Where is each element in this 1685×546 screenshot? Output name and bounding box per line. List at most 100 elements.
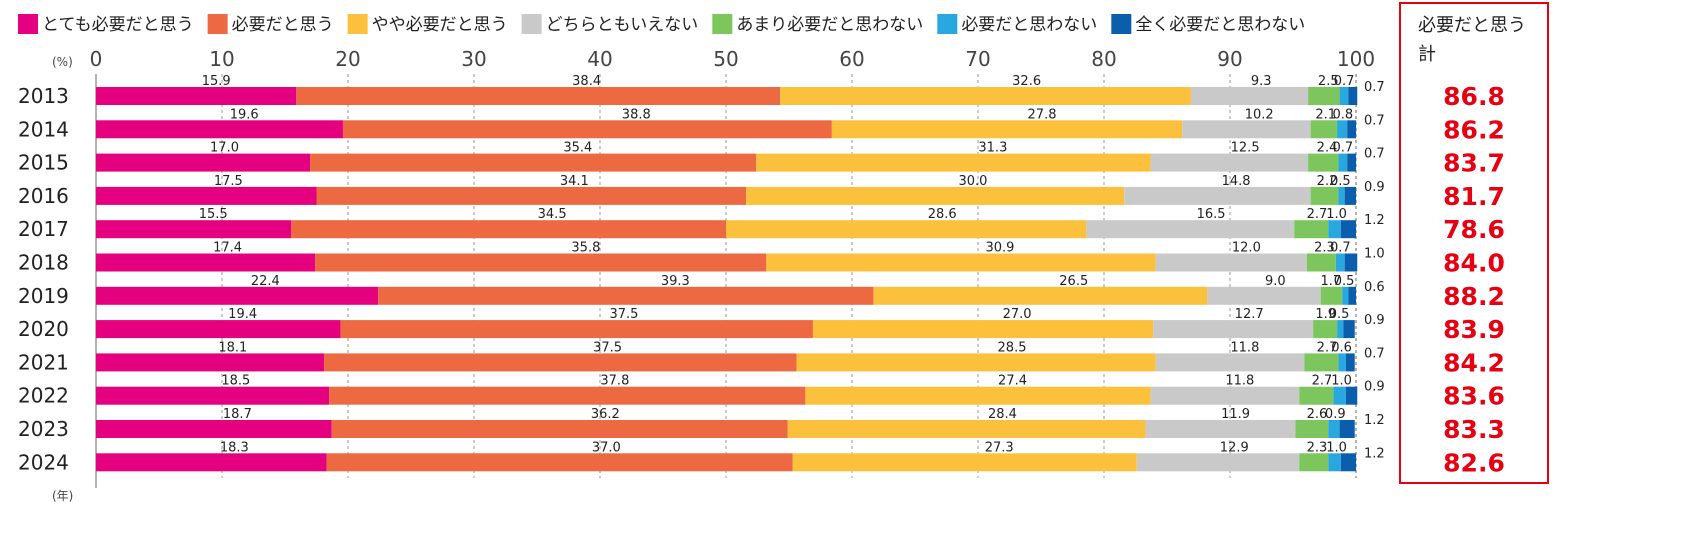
bar-2013-series-2	[296, 87, 781, 105]
year-label-2017: 2017	[18, 217, 69, 241]
value-label-2023-series-4: 11.9	[1221, 407, 1250, 422]
legend-swatch-5	[712, 14, 733, 34]
value-label-2015-series-5: 2.4	[1317, 141, 1338, 156]
bar-2015-series-1	[96, 153, 311, 172]
bar-2013-series-6	[1339, 87, 1349, 105]
value-label-2022-series-7: 0.9	[1364, 380, 1385, 395]
legend-swatch-3	[347, 14, 368, 34]
value-label-2015-series-3: 31.3	[978, 141, 1007, 156]
x-tick-label-70: 70	[965, 47, 990, 71]
legend-label-4: どちらともいえない	[546, 15, 699, 35]
value-label-2019-series-6: 0.5	[1334, 274, 1355, 289]
year-label-2023: 2023	[18, 417, 69, 441]
year-label-2018: 2018	[18, 251, 69, 275]
bar-2015-series-3	[756, 153, 1151, 172]
bar-2017-series-3	[726, 220, 1087, 239]
bar-2018-series-3	[766, 253, 1156, 272]
bar-2015-series-5	[1308, 153, 1339, 172]
bar-2023-series-3	[787, 420, 1146, 438]
year-label-2014: 2014	[18, 117, 69, 141]
total-value-2024: 82.6	[1443, 448, 1505, 477]
bar-2014-series-1	[96, 120, 343, 139]
bar-2020-series-7	[1343, 320, 1355, 339]
x-tick-label-0: 0	[90, 47, 103, 71]
bar-2017-series-2	[291, 220, 726, 239]
value-label-2017-series-5: 2.7	[1307, 207, 1328, 222]
value-label-2024-series-1: 18.3	[220, 440, 249, 455]
value-label-2020-series-2: 37.5	[609, 307, 638, 322]
bar-2024-series-5	[1299, 453, 1329, 472]
value-label-2016-series-2: 34.1	[560, 174, 589, 189]
value-label-2017-series-6: 1.0	[1326, 207, 1347, 222]
total-value-2020: 83.9	[1443, 315, 1505, 344]
value-label-2024-series-6: 1.0	[1326, 440, 1347, 455]
x-tick-label-80: 80	[1091, 47, 1116, 71]
value-label-2024-series-4: 12.9	[1220, 440, 1249, 455]
value-label-2023-series-1: 18.7	[223, 407, 252, 422]
value-label-2021-series-4: 11.8	[1230, 340, 1259, 355]
bar-2017-series-5	[1294, 220, 1329, 239]
bar-2014-series-6	[1337, 120, 1348, 139]
total-value-2016: 81.7	[1443, 182, 1505, 211]
year-label-2021: 2021	[18, 350, 69, 374]
value-label-2019-series-7: 0.6	[1364, 280, 1385, 295]
value-label-2020-series-7: 0.9	[1364, 313, 1385, 328]
bar-2014-series-3	[831, 120, 1183, 139]
bar-2022-series-2	[329, 386, 806, 405]
bar-2020-series-2	[340, 320, 813, 339]
year-label-2019: 2019	[18, 284, 69, 308]
value-label-2020-series-3: 27.0	[1003, 307, 1032, 322]
x-tick-label-40: 40	[587, 47, 612, 71]
bar-2019-series-6	[1342, 286, 1349, 305]
bar-2023-series-2	[331, 420, 788, 438]
legend-swatch-7	[1111, 14, 1132, 34]
value-label-2013-series-2: 38.4	[572, 74, 601, 89]
value-label-2020-series-6: 0.5	[1329, 307, 1350, 322]
value-label-2017-series-3: 28.6	[928, 207, 957, 222]
bar-2018-series-6	[1335, 253, 1345, 272]
bar-2021-series-5	[1304, 353, 1339, 372]
bar-2021-series-2	[324, 353, 797, 372]
x-tick-label-20: 20	[335, 47, 360, 71]
bar-2015-series-2	[310, 153, 757, 172]
bar-2014-series-2	[342, 120, 832, 139]
total-value-2017: 78.6	[1443, 215, 1505, 244]
value-label-2015-series-7: 0.7	[1364, 147, 1385, 162]
value-label-2018-series-1: 17.4	[213, 241, 242, 256]
bar-2024-series-6	[1328, 453, 1341, 472]
value-label-2015-series-4: 12.5	[1231, 141, 1260, 156]
bar-2018-series-1	[96, 253, 316, 272]
value-label-2013-series-1: 15.9	[202, 74, 231, 89]
bar-2022-series-7	[1345, 386, 1358, 405]
value-label-2017-series-4: 16.5	[1197, 207, 1226, 222]
value-label-2023-series-3: 28.4	[988, 407, 1017, 422]
value-label-2016-series-6: 0.5	[1330, 174, 1351, 189]
value-label-2013-series-6: 0.7	[1334, 74, 1355, 89]
value-label-2022-series-2: 37.8	[600, 374, 629, 389]
bar-2018-series-7	[1344, 253, 1358, 272]
value-label-2018-series-7: 1.0	[1364, 247, 1385, 262]
value-label-2014-series-7: 0.7	[1364, 113, 1385, 128]
value-label-2013-series-4: 9.3	[1251, 74, 1272, 89]
legend-label-7: 全く必要だと思わない	[1135, 15, 1305, 35]
legend-swatch-6	[937, 14, 958, 34]
value-label-2014-series-1: 19.6	[230, 107, 259, 122]
value-label-2022-series-6: 1.0	[1331, 374, 1352, 389]
total-value-2015: 83.7	[1443, 149, 1505, 178]
bar-2013-series-4	[1190, 87, 1309, 105]
value-label-2020-series-1: 19.4	[228, 307, 257, 322]
bar-2017-series-6	[1328, 220, 1341, 239]
bar-2018-series-2	[315, 253, 767, 272]
bar-2018-series-4	[1155, 253, 1307, 272]
legend-swatch-4	[521, 14, 542, 34]
value-label-2019-series-3: 26.5	[1059, 274, 1088, 289]
value-label-2023-series-2: 36.2	[591, 407, 620, 422]
bar-2022-series-4	[1150, 386, 1300, 405]
total-value-2022: 83.6	[1443, 382, 1505, 411]
total-value-2018: 84.0	[1443, 249, 1505, 278]
bar-2022-series-6	[1333, 386, 1346, 405]
value-label-2021-series-1: 18.1	[218, 340, 247, 355]
bar-2024-series-2	[326, 453, 793, 472]
x-tick-label-100: 100	[1337, 47, 1375, 71]
